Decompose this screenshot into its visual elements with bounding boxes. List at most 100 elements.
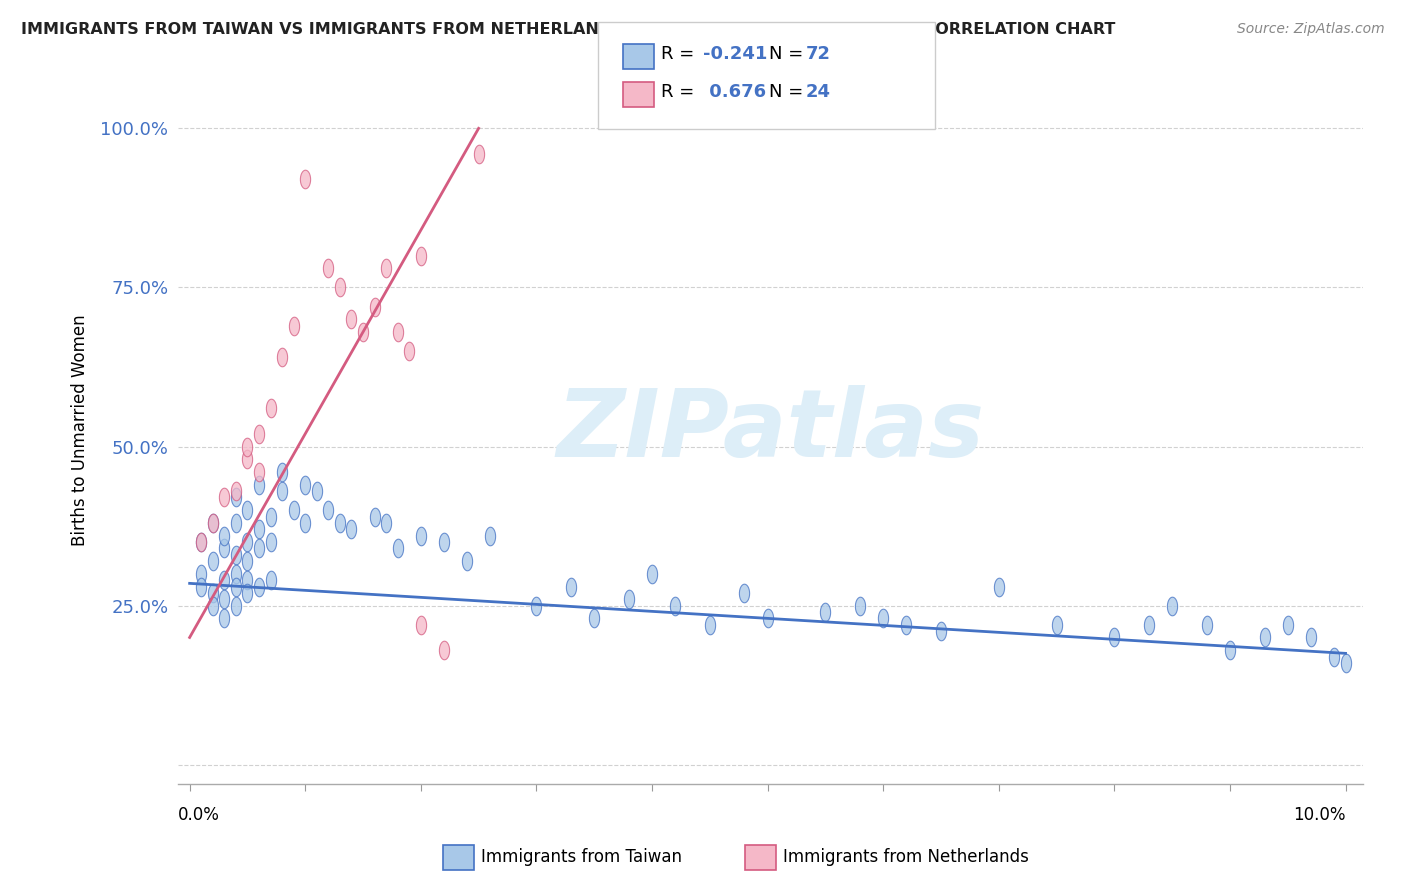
- Point: [1195, 617, 1218, 632]
- Point: [1137, 617, 1160, 632]
- Point: [433, 535, 456, 549]
- Point: [929, 624, 952, 639]
- Text: -0.241: -0.241: [703, 45, 768, 62]
- Point: [214, 491, 236, 505]
- Point: [259, 573, 281, 587]
- Text: 0.676: 0.676: [703, 83, 766, 101]
- Point: [283, 503, 305, 517]
- Point: [214, 611, 236, 625]
- Point: [318, 503, 340, 517]
- Point: [467, 146, 489, 161]
- Point: [271, 484, 294, 499]
- Point: [294, 477, 316, 491]
- Point: [756, 611, 779, 625]
- Text: Immigrants from Netherlands: Immigrants from Netherlands: [783, 848, 1029, 866]
- Point: [201, 516, 224, 530]
- Point: [987, 580, 1010, 594]
- Point: [214, 573, 236, 587]
- Point: [259, 509, 281, 524]
- Point: [340, 522, 363, 536]
- Point: [387, 541, 409, 556]
- Point: [329, 516, 352, 530]
- Point: [225, 580, 247, 594]
- Point: [236, 440, 259, 454]
- Point: [617, 592, 640, 607]
- Point: [363, 300, 385, 314]
- Point: [247, 580, 270, 594]
- Point: [225, 599, 247, 613]
- Point: [259, 401, 281, 416]
- Point: [479, 528, 502, 542]
- Text: N =: N =: [769, 45, 808, 62]
- Point: [363, 509, 385, 524]
- Point: [225, 516, 247, 530]
- Point: [236, 554, 259, 568]
- Point: [190, 580, 212, 594]
- Point: [225, 484, 247, 499]
- Point: [318, 261, 340, 276]
- Point: [1277, 617, 1299, 632]
- Point: [201, 599, 224, 613]
- Point: [283, 318, 305, 333]
- Point: [236, 503, 259, 517]
- Point: [398, 344, 420, 359]
- Point: [294, 172, 316, 186]
- Point: [456, 554, 478, 568]
- Text: R =: R =: [661, 45, 700, 62]
- Point: [259, 535, 281, 549]
- Point: [190, 535, 212, 549]
- Point: [1219, 643, 1241, 657]
- Point: [271, 351, 294, 365]
- Point: [1334, 656, 1357, 670]
- Text: IMMIGRANTS FROM TAIWAN VS IMMIGRANTS FROM NETHERLANDS BIRTHS TO UNMARRIED WOMEN : IMMIGRANTS FROM TAIWAN VS IMMIGRANTS FRO…: [21, 22, 1115, 37]
- Point: [352, 325, 374, 339]
- Point: [236, 586, 259, 600]
- Point: [896, 617, 918, 632]
- Text: ZIPatlas: ZIPatlas: [557, 384, 984, 476]
- Text: 72: 72: [806, 45, 831, 62]
- Point: [583, 611, 606, 625]
- Point: [329, 280, 352, 294]
- Point: [733, 586, 755, 600]
- Point: [247, 465, 270, 479]
- Point: [247, 477, 270, 491]
- Point: [641, 566, 664, 581]
- Point: [214, 528, 236, 542]
- Point: [190, 535, 212, 549]
- Point: [409, 528, 432, 542]
- Point: [236, 452, 259, 467]
- Point: [699, 617, 721, 632]
- Text: 10.0%: 10.0%: [1294, 806, 1346, 824]
- Y-axis label: Births to Unmarried Women: Births to Unmarried Women: [72, 315, 89, 547]
- Point: [814, 605, 837, 619]
- Point: [387, 325, 409, 339]
- Point: [433, 643, 456, 657]
- Text: R =: R =: [661, 83, 700, 101]
- Point: [1045, 617, 1067, 632]
- Point: [664, 599, 686, 613]
- Point: [375, 516, 398, 530]
- Point: [375, 261, 398, 276]
- Point: [560, 580, 582, 594]
- Point: [849, 599, 872, 613]
- Point: [247, 522, 270, 536]
- Point: [190, 566, 212, 581]
- Point: [409, 249, 432, 263]
- Point: [225, 548, 247, 562]
- Point: [247, 426, 270, 441]
- Point: [271, 465, 294, 479]
- Point: [214, 541, 236, 556]
- Point: [294, 516, 316, 530]
- Point: [305, 484, 328, 499]
- Point: [1323, 649, 1346, 664]
- Text: Immigrants from Taiwan: Immigrants from Taiwan: [481, 848, 682, 866]
- Point: [526, 599, 548, 613]
- Point: [340, 312, 363, 326]
- Point: [409, 617, 432, 632]
- Point: [214, 592, 236, 607]
- Point: [1299, 631, 1322, 645]
- Point: [1161, 599, 1184, 613]
- Point: [225, 566, 247, 581]
- Point: [236, 535, 259, 549]
- Point: [1104, 631, 1126, 645]
